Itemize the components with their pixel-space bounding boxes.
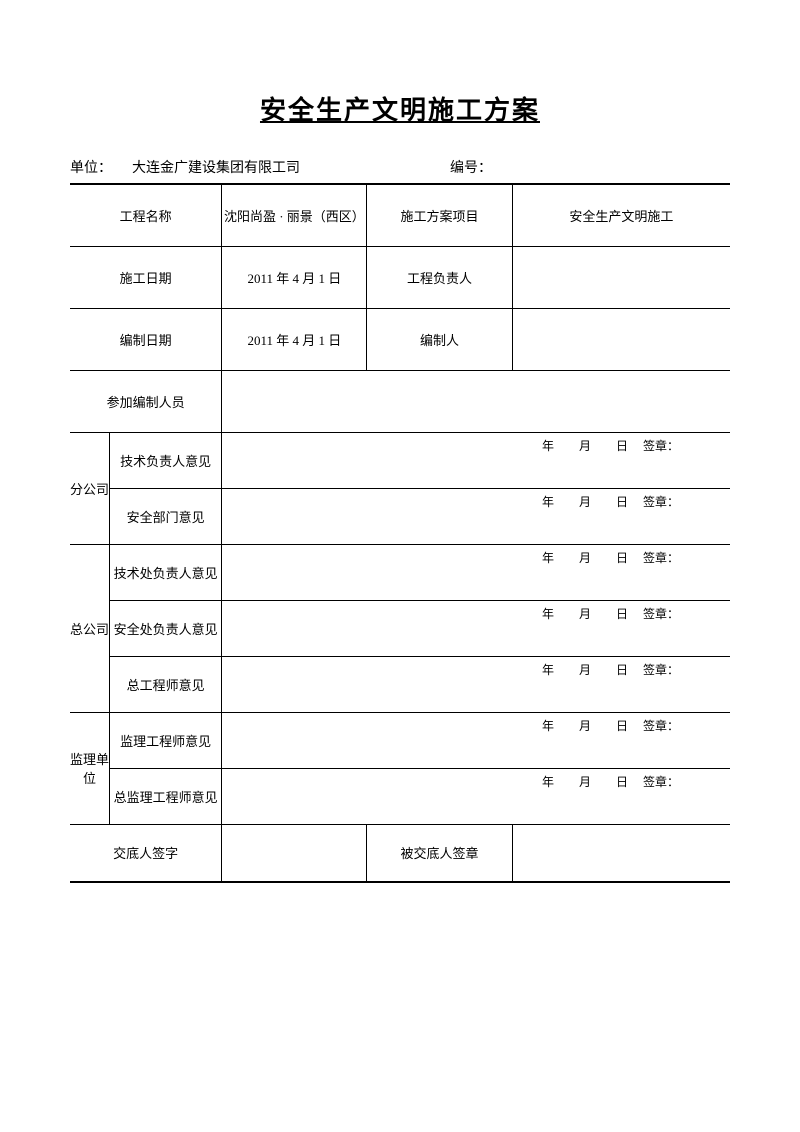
- hq-safe-sig[interactable]: 年 月 日 签章：: [222, 600, 730, 656]
- r4c1: 参加编制人员: [70, 370, 222, 432]
- branch-group: 分公司: [70, 432, 110, 544]
- hq-safe-label: 安全处负责人意见: [110, 600, 222, 656]
- r1c3: 施工方案项目: [367, 184, 512, 246]
- hq-tech-sig[interactable]: 年 月 日 签章：: [222, 544, 730, 600]
- r2c4[interactable]: [512, 246, 730, 308]
- r4-content[interactable]: [222, 370, 730, 432]
- bottom-c2[interactable]: [222, 824, 367, 882]
- form-table: 工程名称 沈阳尚盈 · 丽景（西区） 施工方案项目 安全生产文明施工 施工日期 …: [70, 183, 730, 883]
- supervise-chief-sig[interactable]: 年 月 日 签章：: [222, 768, 730, 824]
- supervise-eng-label: 监理工程师意见: [110, 712, 222, 768]
- r1c1: 工程名称: [70, 184, 222, 246]
- unit-label: 单位：: [70, 157, 112, 177]
- hq-tech-label: 技术处负责人意见: [110, 544, 222, 600]
- branch-safe-label: 安全部门意见: [110, 488, 222, 544]
- supervise-chief-label: 总监理工程师意见: [110, 768, 222, 824]
- doc-title: 安全生产文明施工方案: [70, 90, 730, 127]
- r2c1: 施工日期: [70, 246, 222, 308]
- branch-tech-sig[interactable]: 年 月 日 签章：: [222, 432, 730, 488]
- bottom-c4[interactable]: [512, 824, 730, 882]
- r3c4[interactable]: [512, 308, 730, 370]
- r2c2: 2011 年 4 月 1 日: [222, 246, 367, 308]
- branch-safe-sig[interactable]: 年 月 日 签章：: [222, 488, 730, 544]
- bottom-c1: 交底人签字: [70, 824, 222, 882]
- header-row: 单位： 大连金广建设集团有限工司 编号：: [70, 157, 730, 177]
- unit-value: 大连金广建设集团有限工司: [132, 157, 300, 177]
- hq-chief-label: 总工程师意见: [110, 656, 222, 712]
- r1c4: 安全生产文明施工: [512, 184, 730, 246]
- bottom-c3: 被交底人签章: [367, 824, 512, 882]
- r1c2: 沈阳尚盈 · 丽景（西区）: [222, 184, 367, 246]
- r2c3: 工程负责人: [367, 246, 512, 308]
- r3c3: 编制人: [367, 308, 512, 370]
- supervise-group: 监理单位: [70, 712, 110, 824]
- r3c2: 2011 年 4 月 1 日: [222, 308, 367, 370]
- r3c1: 编制日期: [70, 308, 222, 370]
- branch-tech-label: 技术负责人意见: [110, 432, 222, 488]
- hq-chief-sig[interactable]: 年 月 日 签章：: [222, 656, 730, 712]
- hq-group: 总公司: [70, 544, 110, 712]
- supervise-eng-sig[interactable]: 年 月 日 签章：: [222, 712, 730, 768]
- bh-label: 编号：: [450, 161, 492, 176]
